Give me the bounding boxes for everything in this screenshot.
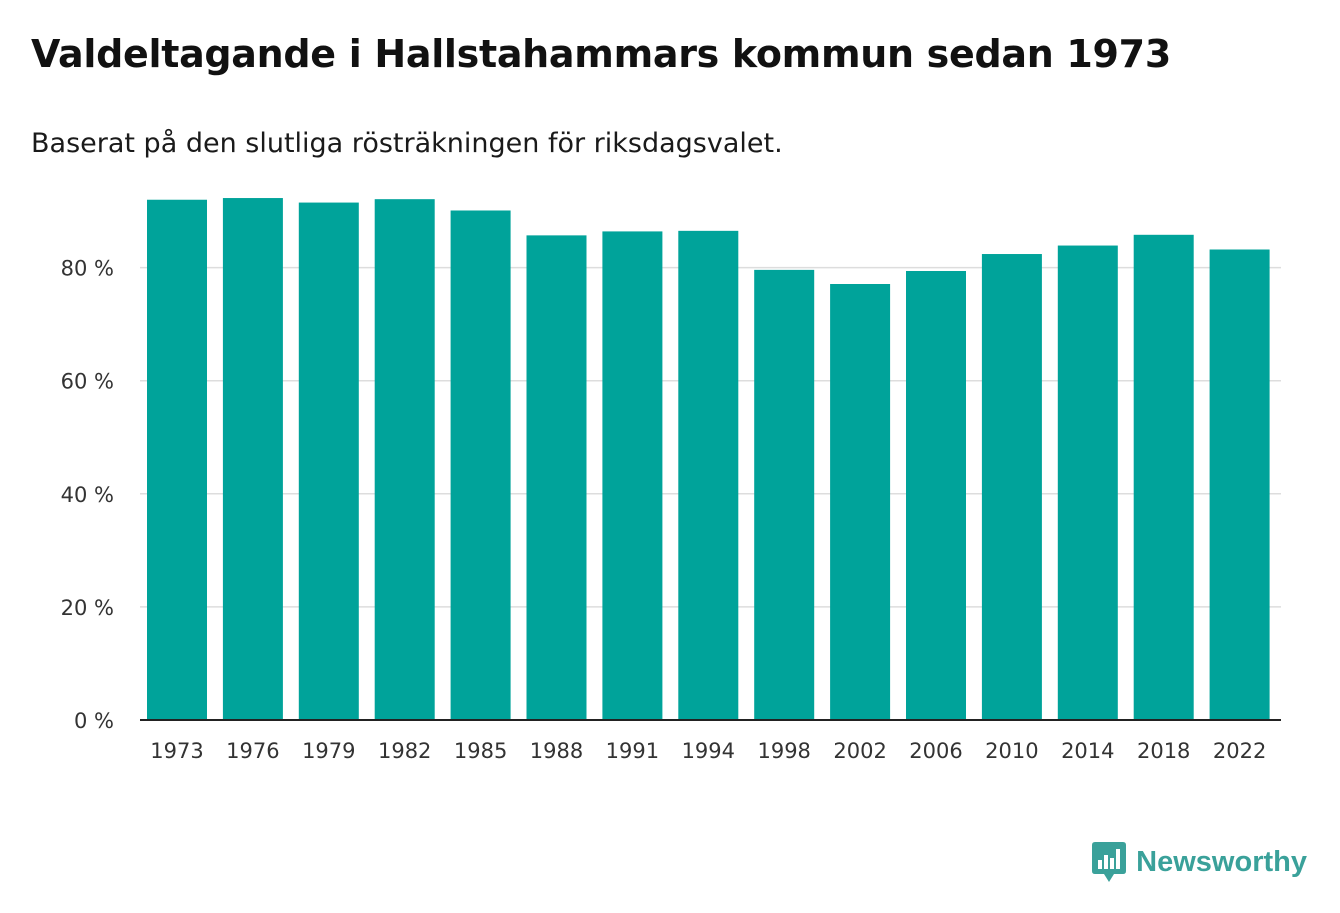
bar-1985 <box>450 210 511 720</box>
bar-2002 <box>830 283 891 720</box>
bar-1988 <box>526 235 587 720</box>
axes: 0 % 20 % 40 % 60 % 80 % 1973 1976 1979 1982 1985 1… <box>61 257 1281 763</box>
bar-1994 <box>678 230 739 720</box>
x-tick-label: 2006 <box>909 739 962 763</box>
y-tick-label: 0 % <box>74 709 114 733</box>
bar-2010 <box>981 254 1042 720</box>
bars <box>147 198 1270 721</box>
y-tick-label: 60 % <box>61 370 114 394</box>
x-tick-label: 1991 <box>606 739 659 763</box>
x-tick-label: 1988 <box>530 739 583 763</box>
bar-1991 <box>602 231 663 720</box>
brand-name: Newsworthy <box>1136 845 1307 878</box>
chart-subtitle: Baserat på den slutliga rösträkningen fö… <box>31 128 783 159</box>
x-tick-label: 1998 <box>757 739 810 763</box>
chart-title: Valdeltagande i Hallstahammars kommun se… <box>31 32 1171 76</box>
brand-logo: Newsworthy <box>1092 842 1307 882</box>
x-tick-label: 2022 <box>1213 739 1266 763</box>
x-tick-label: 2002 <box>833 739 886 763</box>
y-tick-label: 40 % <box>61 483 114 507</box>
x-tick-label: 2010 <box>985 739 1038 763</box>
newsworthy-logo-icon <box>1092 842 1127 882</box>
bar-2006 <box>906 270 966 720</box>
bar-1976 <box>222 198 283 720</box>
bar-1973 <box>147 199 207 721</box>
bar-2018 <box>1133 234 1194 720</box>
bar-1982 <box>374 199 435 720</box>
x-tick-label: 1985 <box>454 739 507 763</box>
x-tick-label: 2018 <box>1137 739 1190 763</box>
bar-1998 <box>754 269 815 720</box>
x-tick-label: 2014 <box>1061 739 1114 763</box>
bar-2022 <box>1209 249 1270 720</box>
x-tick-label: 1994 <box>682 739 735 763</box>
x-tick-label: 1982 <box>378 739 431 763</box>
y-tick-label: 20 % <box>61 596 114 620</box>
bar-2014 <box>1057 245 1118 720</box>
x-tick-label: 1973 <box>150 739 203 763</box>
x-tick-label: 1976 <box>226 739 279 763</box>
bar-1979 <box>298 202 359 720</box>
y-tick-label: 80 % <box>61 257 114 281</box>
x-tick-label: 1979 <box>302 739 355 763</box>
